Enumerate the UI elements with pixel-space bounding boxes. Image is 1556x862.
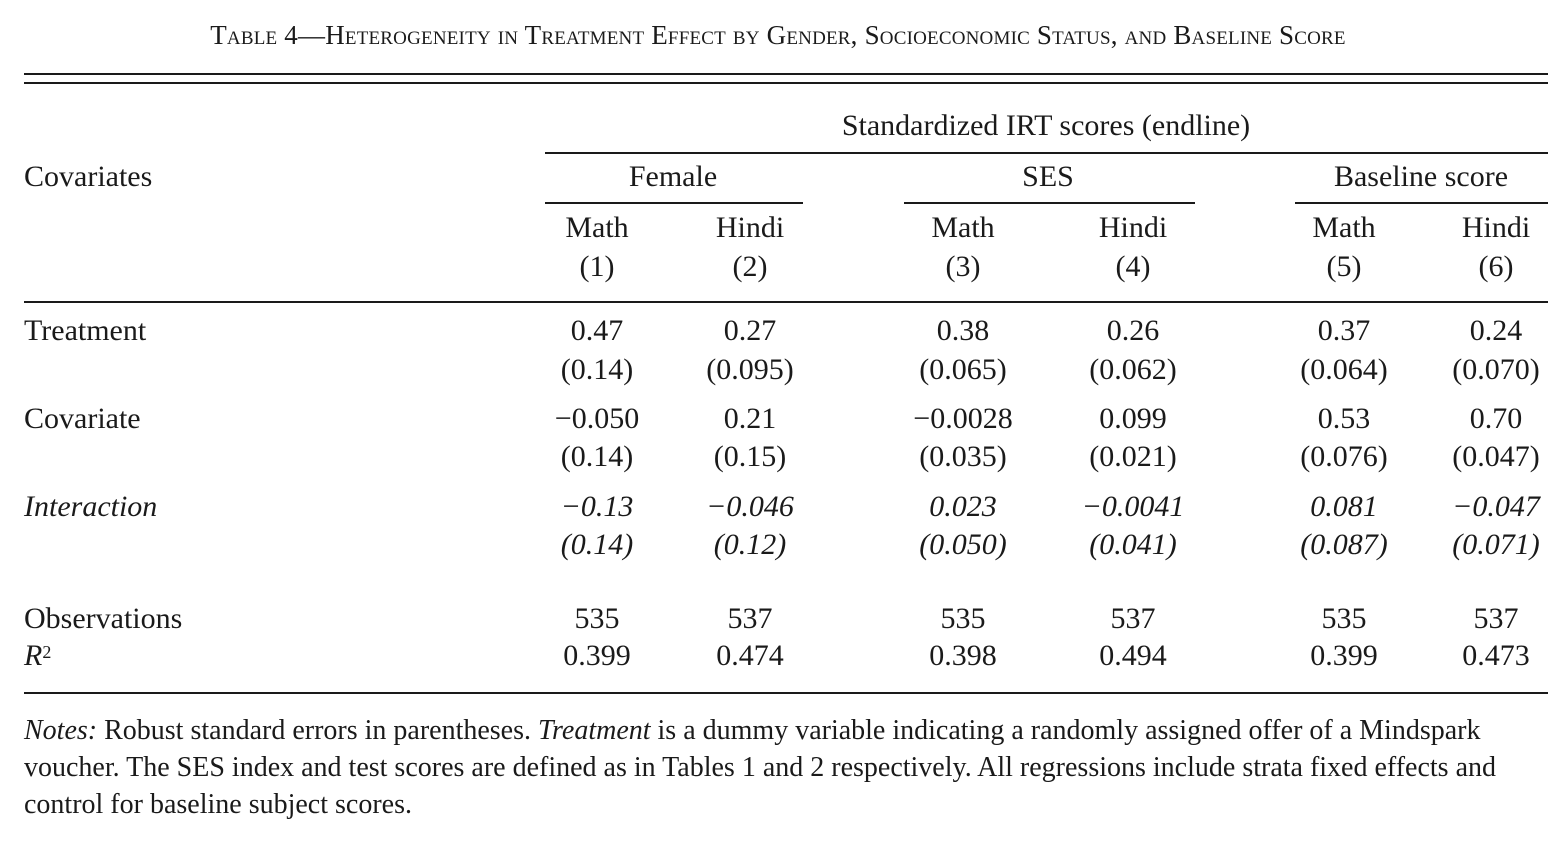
col-number-5: (5) [1326,250,1362,283]
title-dash: — [297,20,326,50]
covariate-se-3: (0.035) [919,440,1007,473]
group-rule-ses [904,202,1195,204]
covariates-header: Covariates [24,160,153,193]
subject-col-2: Hindi [715,211,785,244]
interaction-coef-1: −0.13 [560,490,634,523]
row-label-covariate: Covariate [24,402,141,435]
treatment-se-5: (0.064) [1300,353,1388,386]
r2-1: 0.399 [563,639,631,672]
table-title: Table 4—Heterogeneity in Treatment Effec… [0,20,1556,51]
interaction-se-5: (0.087) [1300,528,1388,561]
observations-1: 535 [574,602,620,635]
group-rule-female [545,202,803,204]
treatment-se-3: (0.065) [919,353,1007,386]
covariate-se-5: (0.076) [1300,440,1388,473]
treatment-se-2: (0.095) [706,353,794,386]
r2-4: 0.494 [1099,639,1167,672]
spanner-header: Standardized IRT scores (endline) [841,109,1251,142]
row-label-r2: R2 [24,639,51,673]
observations-5: 535 [1321,602,1367,635]
treatment-se-4: (0.062) [1089,353,1177,386]
treatment-se-6: (0.070) [1452,353,1540,386]
covariate-coef-2: 0.21 [723,402,777,435]
covariate-se-2: (0.15) [713,440,787,473]
treatment-coef-2: 0.27 [723,314,777,347]
treatment-coef-6: 0.24 [1469,314,1523,347]
subject-col-6: Hindi [1461,211,1531,244]
notes-part2: is a dummy variable indicating a randoml… [24,715,1497,820]
r2-label: R [24,639,43,672]
interaction-coef-5: 0.081 [1310,490,1378,523]
subject-col-3: Math [931,211,995,244]
col-number-1: (1) [579,250,615,283]
observations-6: 537 [1473,602,1519,635]
r2-5: 0.399 [1310,639,1378,672]
interaction-se-3: (0.050) [919,528,1007,561]
row-label-interaction: Interaction [24,490,158,523]
title-text: Heterogeneity in Treatment Effect by Gen… [325,20,1346,50]
col-number-4: (4) [1115,250,1151,283]
interaction-coef-6: −0.047 [1452,490,1540,523]
interaction-coef-4: −0.0041 [1081,490,1185,523]
top-rule-1 [24,73,1548,75]
covariate-se-1: (0.14) [560,440,634,473]
col-number-2: (2) [732,250,768,283]
covariate-se-6: (0.047) [1452,440,1540,473]
table-number: Table 4 [210,20,298,50]
observations-3: 535 [940,602,986,635]
group-header-baseline: Baseline score [1333,160,1509,193]
interaction-coef-3: 0.023 [929,490,997,523]
r2-superscript: 2 [42,642,52,662]
col-number-3: (3) [945,250,981,283]
r2-2: 0.474 [716,639,784,672]
interaction-se-6: (0.071) [1452,528,1540,561]
observations-2: 537 [727,602,773,635]
row-label-treatment: Treatment [24,314,147,347]
observations-4: 537 [1110,602,1156,635]
covariate-coef-1: −0.050 [554,402,640,435]
row-label-observations: Observations [24,602,183,635]
treatment-coef-1: 0.47 [570,314,624,347]
interaction-se-1: (0.14) [560,528,634,561]
subject-col-5: Math [1312,211,1376,244]
group-header-ses: SES [1022,160,1074,193]
covariate-coef-6: 0.70 [1469,402,1523,435]
covariate-se-4: (0.021) [1089,440,1177,473]
r2-3: 0.398 [929,639,997,672]
group-rule-baseline [1295,202,1548,204]
table-bottom-rule [24,692,1548,694]
top-rule-2 [24,82,1548,84]
treatment-coef-4: 0.26 [1106,314,1160,347]
notes-part1: Robust standard errors in parentheses. [97,715,538,746]
interaction-se-2: (0.12) [713,528,787,561]
table-notes: Notes: Robust standard errors in parenth… [24,712,1548,823]
interaction-coef-2: −0.046 [706,490,794,523]
interaction-se-4: (0.041) [1089,528,1177,561]
header-bottom-rule [24,301,1548,303]
spanner-rule [545,152,1548,154]
r2-6: 0.473 [1462,639,1530,672]
notes-lead: Notes: [24,715,98,746]
group-header-female: Female [628,160,718,193]
treatment-coef-5: 0.37 [1317,314,1371,347]
treatment-se-1: (0.14) [560,353,634,386]
covariate-coef-4: 0.099 [1099,402,1167,435]
covariate-coef-3: −0.0028 [913,402,1013,435]
col-number-6: (6) [1478,250,1514,283]
covariate-coef-5: 0.53 [1317,402,1371,435]
subject-col-4: Hindi [1098,211,1168,244]
treatment-coef-3: 0.38 [936,314,990,347]
subject-col-1: Math [565,211,629,244]
notes-treatment-word: Treatment [538,715,651,746]
